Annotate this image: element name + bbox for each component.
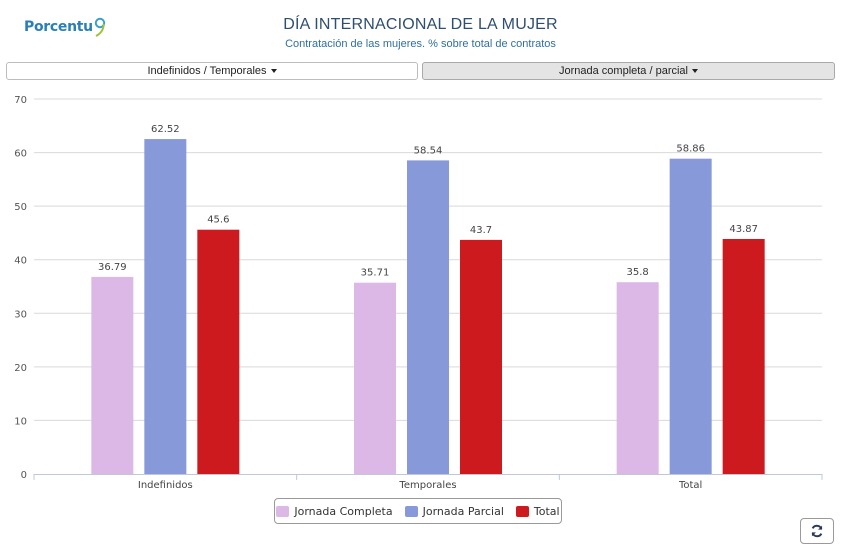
refresh-button[interactable] <box>800 518 834 544</box>
data-label: 43.7 <box>470 225 492 236</box>
legend-item-jornada-completa[interactable]: Jornada Completa <box>276 504 393 518</box>
y-tick-label: 40 <box>14 256 27 267</box>
refresh-icon <box>811 524 823 538</box>
x-tick-label: Indefinidos <box>138 480 193 491</box>
y-tick-label: 10 <box>14 416 27 427</box>
x-tick-label: Temporales <box>398 480 456 491</box>
data-label: 62.52 <box>151 124 180 135</box>
bar-chart: 0 10 20 30 40 50 60 70 36.79 62.52 45.6 Indefinidos… <box>14 95 823 491</box>
bar <box>407 160 449 474</box>
logo-text: Porcentu <box>24 19 93 35</box>
toggle-indefinidos-temporales[interactable]: Indefinidos / Temporales <box>6 62 418 80</box>
bar <box>669 158 712 474</box>
legend-swatch <box>404 505 418 517</box>
y-tick-label: 60 <box>14 149 27 160</box>
bar <box>197 229 240 474</box>
legend-item-total[interactable]: Total <box>515 504 560 518</box>
y-tick-label: 0 <box>21 470 27 481</box>
logo: Porcentu <box>24 14 106 40</box>
bar <box>91 276 134 474</box>
legend-label: Jornada Parcial <box>422 504 504 518</box>
bar <box>460 239 502 474</box>
data-label: 58.54 <box>414 145 443 156</box>
bar <box>144 139 187 475</box>
caret-down-icon <box>270 69 277 73</box>
data-label: 35.71 <box>361 268 390 279</box>
y-tick-label: 50 <box>14 202 27 213</box>
bar <box>354 282 396 474</box>
legend-label: Jornada Completa <box>294 504 393 518</box>
x-tick-label: Total <box>678 480 702 491</box>
logo-mark-icon <box>94 17 106 37</box>
legend-label: Total <box>533 504 560 518</box>
legend-swatch <box>515 505 529 517</box>
data-label: 36.79 <box>98 262 127 273</box>
data-label: 58.86 <box>676 144 705 155</box>
toggle-label: Indefinidos / Temporales <box>147 65 267 77</box>
chart-subtitle: Contratación de las mujeres. % sobre tot… <box>285 38 556 50</box>
chart-title: DÍA INTERNACIONAL DE LA MUJER <box>283 16 558 33</box>
toggle-label: Jornada completa / parcial <box>558 65 688 77</box>
y-tick-label: 20 <box>14 363 27 374</box>
legend-item-jornada-parcial[interactable]: Jornada Parcial <box>404 504 504 518</box>
data-label: 43.87 <box>729 224 758 235</box>
legend: Jornada Completa Jornada Parcial Total <box>274 498 562 524</box>
bar <box>722 238 765 474</box>
data-label: 35.8 <box>627 267 649 278</box>
y-tick-label: 70 <box>14 95 27 106</box>
toggle-jornada-completa-parcial[interactable]: Jornada completa / parcial <box>422 62 835 80</box>
y-tick-label: 30 <box>14 309 27 320</box>
bar <box>616 282 659 474</box>
caret-down-icon <box>692 69 698 73</box>
legend-swatch <box>276 505 290 517</box>
data-label: 45.6 <box>207 215 229 226</box>
